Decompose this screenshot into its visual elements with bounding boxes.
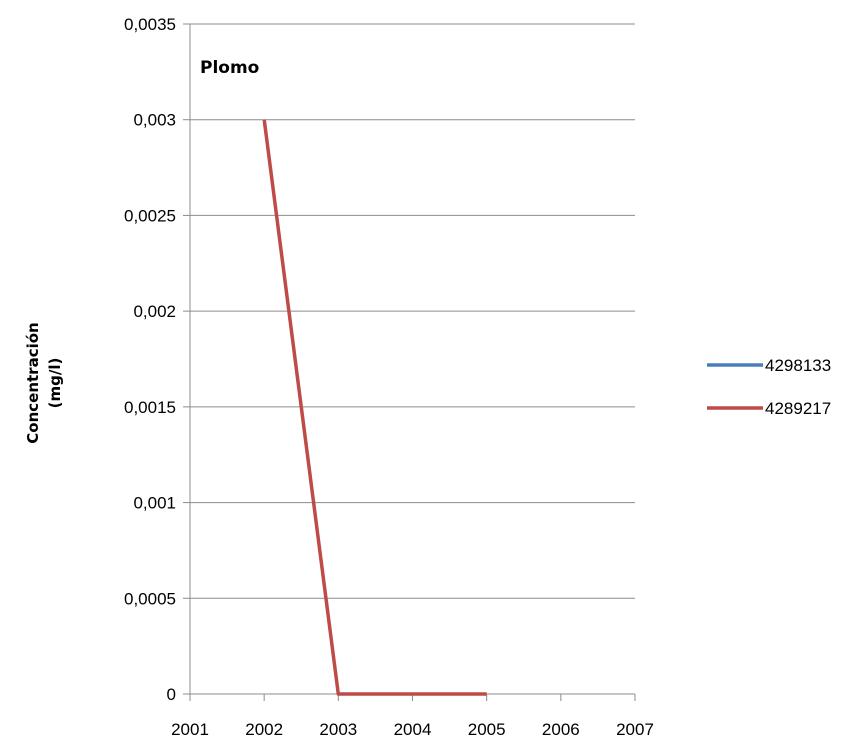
y-tick-label: 0,003 [133,111,176,130]
x-tick-label: 2005 [468,720,506,739]
series-line-4289217 [262,119,487,696]
y-axis-label-line-2: (mg/l) [46,358,64,409]
chart-title: Plomo [200,58,259,78]
x-tick-labels: 2001 2002 2003 2004 2005 2006 2007 [171,720,654,739]
y-tick-label: 0,0005 [124,589,176,608]
y-tick-labels: 0 0,0005 0,001 0,0015 0,002 0,0025 0,003 0,0035 [124,15,176,704]
y-tick-label: 0,0015 [124,398,176,417]
y-tick-label: 0,002 [133,302,176,321]
y-tick-label: 0 [167,685,176,704]
y-tick-label: 0,0025 [124,206,176,225]
x-tick-label: 2002 [245,720,283,739]
x-tick-label: 2001 [171,720,209,739]
series-lines [262,119,487,696]
y-tick-label: 0,001 [133,494,176,513]
y-axis-label: Concentración (mg/l) [24,322,64,443]
legend: 4298133 4289217 [707,356,831,418]
y-axis-label-line-1: Concentración [24,322,42,443]
legend-label-4298133: 4298133 [765,356,831,375]
x-tick-label: 2006 [542,720,580,739]
legend-label-4289217: 4289217 [765,399,831,418]
y-tick-label: 0,0035 [124,15,176,34]
x-tick-label: 2003 [319,720,357,739]
x-tick-label: 2004 [394,720,432,739]
x-tick-label: 2007 [616,720,654,739]
